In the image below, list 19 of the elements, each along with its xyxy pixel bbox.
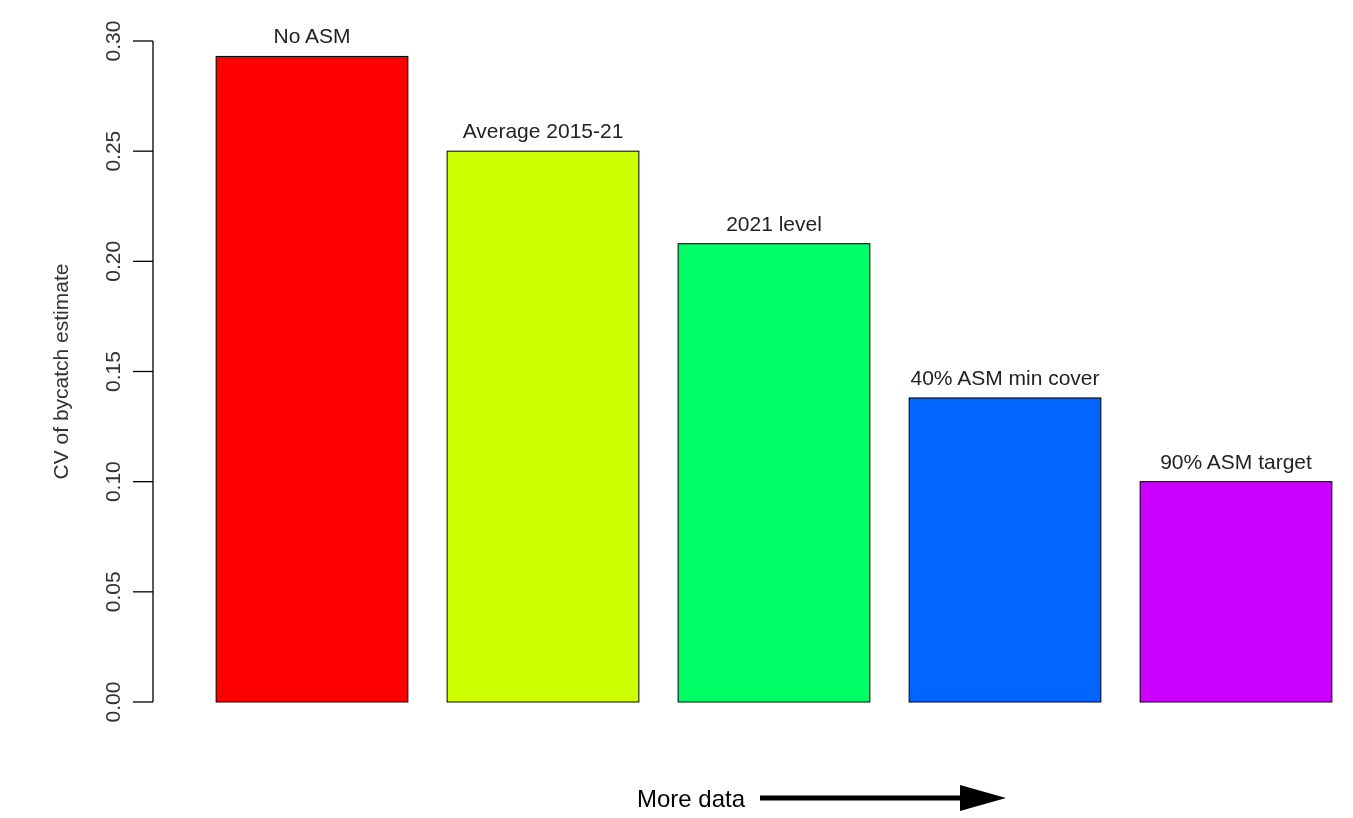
bar — [215, 55, 409, 703]
x-tick-label: No ASM — [273, 24, 351, 48]
x-tick-label: 40% ASM min cover — [910, 365, 1100, 389]
y-tick-label: 0.25 — [101, 130, 124, 172]
bar — [1139, 481, 1333, 703]
bar — [908, 397, 1102, 703]
y-tick-label: 0.30 — [101, 20, 124, 62]
x-tick-label: 90% ASM target — [1160, 449, 1313, 473]
x-tick-label: Average 2015-21 — [462, 119, 624, 143]
bar — [677, 243, 871, 703]
bar — [446, 150, 640, 703]
y-axis-title: CV of bycatch estimate — [49, 263, 72, 480]
y-tick-label: 0.05 — [101, 571, 124, 613]
y-tick-label: 0.10 — [101, 461, 124, 503]
y-tick-label: 0.15 — [101, 351, 124, 392]
y-tick-label: 0.20 — [101, 240, 124, 282]
x-tick-label: 2021 level — [726, 211, 822, 235]
x-axis-title: More data — [636, 785, 746, 812]
y-tick-label: 0.00 — [101, 681, 124, 723]
